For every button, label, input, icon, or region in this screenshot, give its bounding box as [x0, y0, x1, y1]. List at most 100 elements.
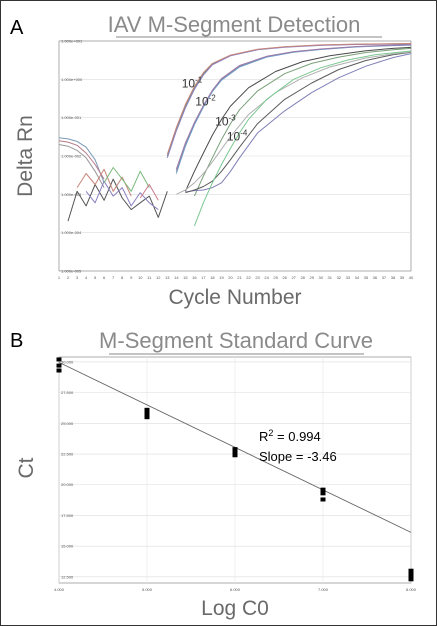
x-tick-label: 3	[76, 275, 79, 280]
x-tick-label: 5	[94, 275, 97, 280]
x-tick-label: 12	[156, 275, 161, 280]
y-tick-label: 30.000	[61, 359, 74, 364]
data-point	[144, 415, 150, 420]
x-tick-label: 22	[246, 275, 251, 280]
x-tick-label: 2	[67, 275, 70, 280]
amplification-curve	[185, 51, 412, 194]
panel-a-y-axis-title: Delta Rn	[14, 115, 37, 197]
amplification-curve	[58, 144, 105, 188]
amplification-curve	[166, 43, 412, 155]
x-tick-label: 36	[373, 275, 378, 280]
x-tick-label: 30	[319, 275, 324, 280]
y-tick-label: 27.500	[61, 390, 74, 395]
y-tick-label: 25.000	[61, 421, 74, 426]
x-tick-label: 21	[237, 275, 242, 280]
x-tick-label: 6.000	[230, 587, 241, 592]
dilution-label: 10-2	[195, 93, 216, 108]
x-tick-label: 6	[103, 275, 106, 280]
x-tick-label: 23	[255, 275, 260, 280]
dilution-label: 10-4	[227, 129, 248, 144]
y-tick-label: 17.500	[61, 513, 74, 518]
x-tick-label: 32	[337, 275, 342, 280]
panel-b-points	[56, 357, 414, 582]
panel-b-x-axis-title: Log C0	[201, 597, 269, 620]
y-tick-label: 12.500	[61, 574, 74, 579]
data-point	[232, 447, 238, 452]
x-tick-label: 35	[364, 275, 369, 280]
x-tick-label: 38	[391, 275, 396, 280]
x-tick-label: 39	[400, 275, 405, 280]
y-tick-label: 20.000	[61, 482, 74, 487]
data-point	[144, 407, 150, 412]
x-tick-label: 7	[112, 275, 115, 280]
x-tick-label: 26	[282, 275, 287, 280]
x-tick-label: 14	[174, 275, 179, 280]
x-tick-label: 17	[201, 275, 206, 280]
x-tick-label: 4.000	[54, 587, 65, 592]
y-tick-label: 22.500	[61, 452, 74, 457]
dilution-base: 10	[182, 76, 196, 90]
r-superscript: 2	[268, 428, 273, 438]
amplification-curve	[184, 46, 412, 192]
dilution-exponent: -4	[240, 129, 248, 138]
amplification-curve	[58, 140, 105, 180]
panel-a-annotations: 10-110-210-310-4	[182, 75, 248, 143]
y-tick-label: 1.000e-001	[61, 115, 82, 120]
dilution-base: 10	[215, 115, 229, 129]
r-value: = 0.994	[273, 429, 320, 444]
y-tick-label: 1.000e-003	[61, 192, 82, 197]
panel-a-x-axis-title: Cycle Number	[168, 286, 301, 309]
panel-a-grid	[59, 79, 411, 233]
x-tick-label: 10	[138, 275, 143, 280]
r-label: R	[259, 429, 268, 444]
dilution-label: 10-3	[215, 114, 236, 129]
panel-a-y-ticks: 1.000e-005 1.000e-004 1.000e-003 1.000e-002…	[61, 39, 83, 274]
panel-a-letter: A	[10, 17, 24, 39]
x-tick-label: 29	[309, 275, 314, 280]
data-point	[408, 574, 414, 579]
amplification-curve	[58, 137, 105, 183]
data-point	[408, 577, 414, 582]
x-tick-label: 34	[355, 275, 360, 280]
x-tick-label: 1	[58, 275, 61, 280]
x-tick-label: 13	[165, 275, 170, 280]
y-tick-label: 1.000e+000	[61, 77, 83, 82]
data-point	[320, 487, 326, 492]
panel-b-y-axis-title: Ct	[15, 457, 38, 478]
y-tick-label: 1.000e-002	[61, 154, 82, 159]
panel-b-y-ticks: 12.500 15.000 17.500 20.000 22.500 25.000 27.5…	[61, 359, 74, 579]
x-tick-label: 31	[328, 275, 333, 280]
amplification-curve	[193, 50, 412, 227]
panel-b-slope: Slope = -3.46	[259, 449, 337, 464]
dilution-base: 10	[195, 94, 209, 108]
dilution-exponent: -1	[195, 75, 203, 84]
x-tick-label: 8	[121, 275, 124, 280]
amplification-curve	[76, 168, 132, 197]
x-tick-label: 25	[273, 275, 278, 280]
amplification-curve	[193, 47, 412, 197]
x-tick-label: 16	[192, 275, 197, 280]
data-point	[320, 497, 326, 502]
dilution-label: 10-1	[182, 75, 203, 90]
x-tick-label: 20	[228, 275, 233, 280]
x-tick-label: 24	[264, 275, 269, 280]
data-point	[56, 363, 62, 368]
y-tick-label: 1.000e-004	[61, 230, 82, 235]
y-tick-label: 15.000	[61, 544, 74, 549]
data-point	[232, 450, 238, 455]
amplification-curve	[103, 167, 150, 192]
dilution-exponent: -3	[229, 114, 237, 123]
amplification-curve	[67, 178, 168, 222]
x-tick-label: 19	[219, 275, 224, 280]
data-point	[56, 357, 62, 362]
data-point	[408, 568, 414, 573]
panel-b-r-squared: R2 = 0.994	[259, 428, 321, 444]
x-tick-label: 28	[300, 275, 305, 280]
x-tick-label: 11	[147, 275, 152, 280]
amplification-curve	[139, 184, 159, 201]
x-tick-label: 4	[85, 275, 88, 280]
x-tick-label: 33	[346, 275, 351, 280]
x-tick-label: 37	[382, 275, 387, 280]
